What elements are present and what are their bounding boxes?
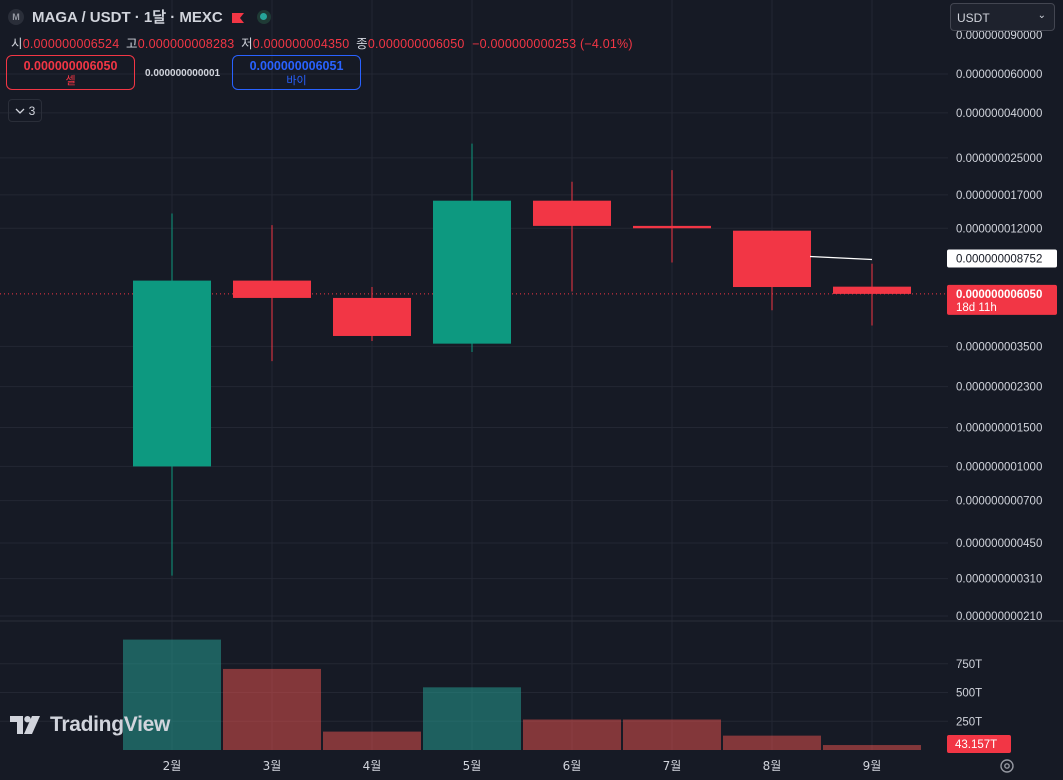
- open-label: 시: [11, 37, 23, 51]
- time-axis-label: 6월: [563, 759, 582, 773]
- close-label: 종: [356, 37, 368, 51]
- price-axis-label: 0.000000012000: [956, 223, 1042, 235]
- tradingview-logo-icon: [10, 716, 40, 734]
- price-axis-label: 0.000000002300: [956, 382, 1042, 394]
- tradingview-logo[interactable]: TradingView: [10, 713, 170, 737]
- sell-price: 0.000000006050: [23, 59, 118, 73]
- volume-bar: [623, 719, 721, 750]
- indicator-count: 3: [28, 103, 36, 118]
- buy-label: 바이: [286, 75, 307, 87]
- volume-bar: [223, 668, 321, 750]
- price-axis-label: 0.000000090000: [956, 30, 1042, 42]
- price-axis-label: 0.000000000700: [956, 496, 1042, 508]
- chevron-down-icon: ⌄: [1037, 10, 1046, 21]
- sell-label: 셀: [65, 75, 76, 87]
- time-axis-label: 3월: [263, 759, 282, 773]
- price-tag-countdown: 18d 11h: [956, 302, 997, 314]
- volume-axis-label: 250T: [956, 716, 982, 728]
- volume-bar: [423, 687, 521, 750]
- low-label: 저: [241, 37, 253, 51]
- volume-tag-value: 43.157T: [955, 739, 997, 751]
- price-axis-label: 0.000000003500: [956, 341, 1042, 353]
- price-axis-label: 0.000000000450: [956, 538, 1042, 550]
- high-value: 0.000000008283: [137, 37, 235, 51]
- indicators-collapse-button[interactable]: 3: [8, 99, 42, 122]
- symbol-title[interactable]: MAGA / USDT · 1달 · MEXC: [32, 9, 223, 26]
- volume-axis-label: 750T: [956, 659, 982, 671]
- high-label: 고: [126, 37, 138, 51]
- coin-logo-icon: M: [8, 8, 24, 25]
- candle-body: [333, 297, 411, 336]
- candle-body: [133, 280, 211, 467]
- volume-bar: [523, 719, 621, 750]
- buy-price: 0.000000006051: [249, 59, 344, 73]
- time-axis-label: 9월: [863, 759, 882, 773]
- flag-icon[interactable]: [231, 11, 245, 23]
- open-value: 0.000000006524: [22, 37, 120, 51]
- volume-bar: [723, 735, 821, 750]
- tradingview-logo-text: TradingView: [50, 713, 171, 736]
- close-value: 0.000000006050: [367, 37, 465, 51]
- live-status-dot-icon: [256, 9, 271, 24]
- chart-header: M MAGA / USDT · 1달 · MEXC: [8, 6, 271, 27]
- currency-value: USDT: [957, 11, 990, 25]
- candle-body: [733, 230, 811, 288]
- price-tag-value: 0.000000006050: [956, 289, 1042, 301]
- candle-body: [233, 280, 311, 298]
- volume-bar: [823, 745, 921, 750]
- sell-button[interactable]: 0.000000006050 셀: [6, 55, 135, 90]
- volume-bar: [323, 731, 421, 750]
- spread-value: 0.000000000001: [145, 68, 221, 79]
- volume-axis-label: 500T: [956, 688, 982, 700]
- price-axis-label: 0.000000001500: [956, 423, 1042, 435]
- price-axis-label: 0.000000000310: [956, 574, 1042, 586]
- price-axis-label: 0.000000025000: [956, 153, 1042, 165]
- volume-bar: [123, 639, 221, 750]
- buy-button[interactable]: 0.000000006051 바이: [232, 55, 361, 90]
- price-tag-value: 0.000000008752: [956, 254, 1042, 266]
- candle-body: [833, 286, 911, 294]
- chevron-down-icon: [15, 108, 25, 114]
- price-axis-label: 0.000000001000: [956, 461, 1042, 473]
- time-axis-label: 2월: [163, 759, 182, 773]
- candle-body: [433, 200, 511, 344]
- gear-icon[interactable]: [998, 757, 1016, 775]
- price-tag: [947, 249, 1057, 268]
- candle-body: [533, 200, 611, 226]
- volume-tag: [947, 735, 1011, 754]
- time-axis-label: 5월: [463, 759, 482, 773]
- price-axis-label: 0.000000000210: [956, 611, 1042, 623]
- time-axis-label: 8월: [763, 759, 782, 773]
- time-axis-label: 4월: [363, 759, 382, 773]
- price-tag: [947, 284, 1057, 315]
- change-value: −0.000000000253 (−4.01%): [472, 37, 633, 51]
- time-axis-label: 7월: [663, 759, 682, 773]
- price-axis-label: 0.000000060000: [956, 69, 1042, 81]
- ohlc-legend: 시0.000000006524 고0.000000008283 저0.00000…: [8, 33, 633, 52]
- currency-select[interactable]: USDT ⌄: [950, 3, 1055, 31]
- price-axis-label: 0.000000017000: [956, 190, 1042, 202]
- ma-line: [809, 255, 873, 261]
- candle-body: [633, 225, 711, 229]
- price-axis-label: 0.000000040000: [956, 108, 1042, 120]
- low-value: 0.000000004350: [252, 37, 350, 51]
